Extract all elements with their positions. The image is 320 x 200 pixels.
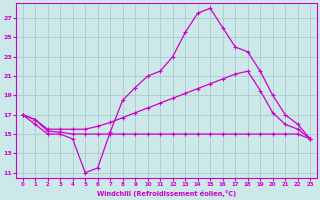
X-axis label: Windchill (Refroidissement éolien,°C): Windchill (Refroidissement éolien,°C) — [97, 190, 236, 197]
